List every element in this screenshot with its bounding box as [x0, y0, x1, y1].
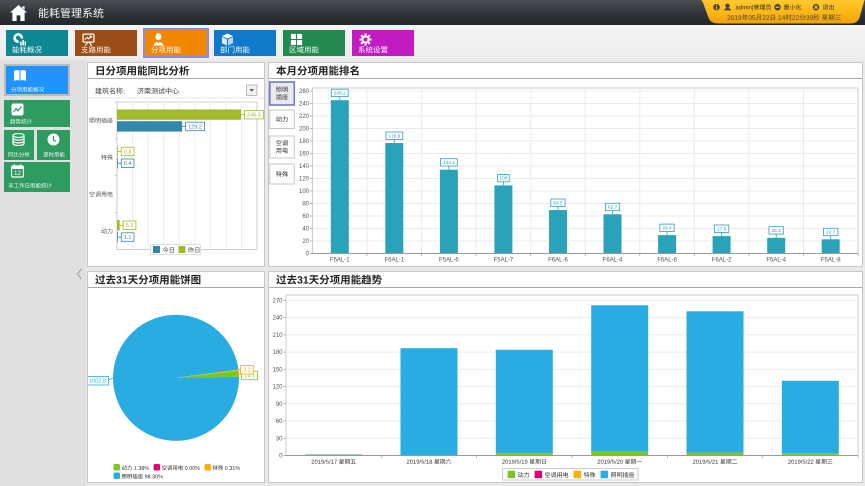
- svg-text:F6AL-8: F6AL-8: [657, 257, 677, 263]
- svg-text:90: 90: [276, 402, 283, 408]
- svg-text:240: 240: [299, 102, 310, 108]
- svg-text:0: 0: [306, 252, 310, 258]
- svg-text:60: 60: [276, 419, 283, 425]
- svg-text:150: 150: [272, 367, 283, 373]
- svg-text:140: 140: [299, 164, 310, 170]
- svg-text:5.3: 5.3: [126, 223, 134, 229]
- svg-text:210: 210: [272, 333, 283, 339]
- svg-text:80: 80: [302, 202, 309, 208]
- svg-text:0: 0: [279, 454, 283, 460]
- svg-text:F5AL-6: F5AL-6: [439, 257, 459, 263]
- svg-text:1.1: 1.1: [124, 235, 132, 241]
- svg-text:62.7: 62.7: [608, 205, 618, 211]
- svg-text:240: 240: [272, 316, 283, 322]
- svg-text:134.1: 134.1: [443, 160, 455, 166]
- svg-text:160: 160: [299, 152, 310, 158]
- svg-text:30: 30: [276, 436, 283, 442]
- svg-text:69.5: 69.5: [553, 200, 563, 206]
- svg-text:F6AL-6: F6AL-6: [548, 257, 568, 263]
- svg-text:270: 270: [272, 299, 283, 305]
- svg-text:120: 120: [299, 177, 310, 183]
- svg-text:25.2: 25.2: [772, 228, 782, 234]
- svg-text:F6AL-4: F6AL-4: [603, 257, 623, 263]
- svg-text:29.4: 29.4: [662, 225, 672, 231]
- svg-text:20: 20: [302, 239, 309, 245]
- svg-text:220: 220: [299, 114, 310, 120]
- svg-text:F5AL-1: F5AL-1: [330, 257, 350, 263]
- svg-text:27.9: 27.9: [717, 226, 727, 232]
- svg-text:120: 120: [272, 385, 283, 391]
- svg-text:176.8: 176.8: [388, 133, 400, 139]
- svg-text:14.1: 14.1: [244, 373, 255, 379]
- svg-text:180: 180: [299, 139, 310, 145]
- svg-text:F5AL-8: F5AL-8: [821, 257, 841, 263]
- svg-text:F6AL-1: F6AL-1: [384, 257, 404, 263]
- svg-text:1002.8: 1002.8: [89, 379, 106, 385]
- svg-text:F5AL-7: F5AL-7: [494, 257, 514, 263]
- svg-text:0.4: 0.4: [124, 161, 132, 167]
- svg-text:12: 12: [14, 171, 21, 177]
- svg-text:60: 60: [302, 214, 309, 220]
- svg-text:F5AL-4: F5AL-4: [766, 257, 786, 263]
- svg-text:180: 180: [272, 350, 283, 356]
- svg-text:260: 260: [299, 89, 310, 95]
- svg-text:200: 200: [299, 127, 310, 133]
- svg-text:246.3: 246.3: [247, 113, 261, 119]
- svg-text:40: 40: [302, 227, 309, 233]
- svg-text:245.2: 245.2: [334, 91, 346, 97]
- svg-text:129.2: 129.2: [188, 124, 202, 130]
- svg-text:0.8: 0.8: [124, 149, 132, 155]
- svg-text:3.2: 3.2: [243, 368, 251, 374]
- svg-text:109: 109: [499, 176, 507, 182]
- svg-text:100: 100: [299, 189, 310, 195]
- svg-text:F6AL-2: F6AL-2: [712, 257, 732, 263]
- svg-text:22.7: 22.7: [826, 230, 836, 236]
